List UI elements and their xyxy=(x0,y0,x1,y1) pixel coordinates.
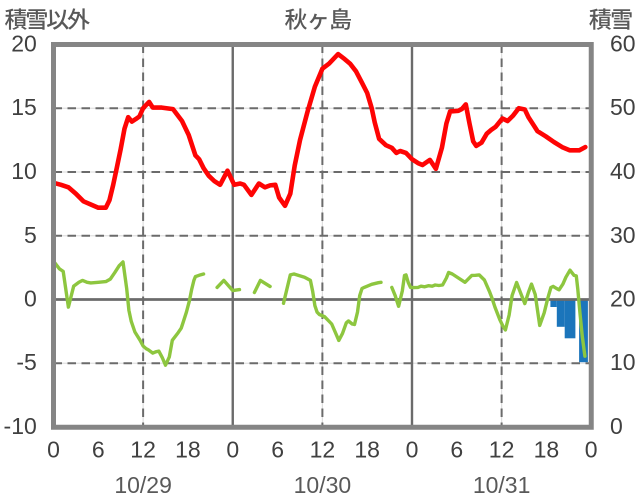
svg-text:5: 5 xyxy=(24,222,37,248)
svg-text:10/30: 10/30 xyxy=(294,472,352,498)
svg-text:50: 50 xyxy=(610,94,636,120)
svg-text:10: 10 xyxy=(11,158,37,184)
svg-text:18: 18 xyxy=(534,436,560,462)
svg-text:0: 0 xyxy=(406,436,419,462)
svg-text:0: 0 xyxy=(585,436,598,462)
svg-text:18: 18 xyxy=(354,436,380,462)
svg-text:6: 6 xyxy=(271,436,284,462)
svg-text:20: 20 xyxy=(11,31,37,57)
svg-text:12: 12 xyxy=(310,436,336,462)
svg-text:12: 12 xyxy=(489,436,515,462)
svg-text:30: 30 xyxy=(610,222,636,248)
svg-text:60: 60 xyxy=(610,31,636,57)
svg-text:0: 0 xyxy=(24,286,37,312)
svg-text:20: 20 xyxy=(610,286,636,312)
svg-text:6: 6 xyxy=(92,436,105,462)
svg-text:18: 18 xyxy=(175,436,201,462)
svg-text:0: 0 xyxy=(47,436,60,462)
svg-text:40: 40 xyxy=(610,158,636,184)
svg-text:10/29: 10/29 xyxy=(114,472,172,498)
svg-text:6: 6 xyxy=(450,436,463,462)
svg-text:12: 12 xyxy=(130,436,156,462)
svg-text:-10: -10 xyxy=(4,413,37,439)
svg-text:10: 10 xyxy=(610,349,636,375)
svg-text:10/31: 10/31 xyxy=(473,472,531,498)
svg-text:0: 0 xyxy=(226,436,239,462)
svg-text:15: 15 xyxy=(11,94,37,120)
svg-text:0: 0 xyxy=(610,413,623,439)
svg-text:-5: -5 xyxy=(16,349,36,375)
